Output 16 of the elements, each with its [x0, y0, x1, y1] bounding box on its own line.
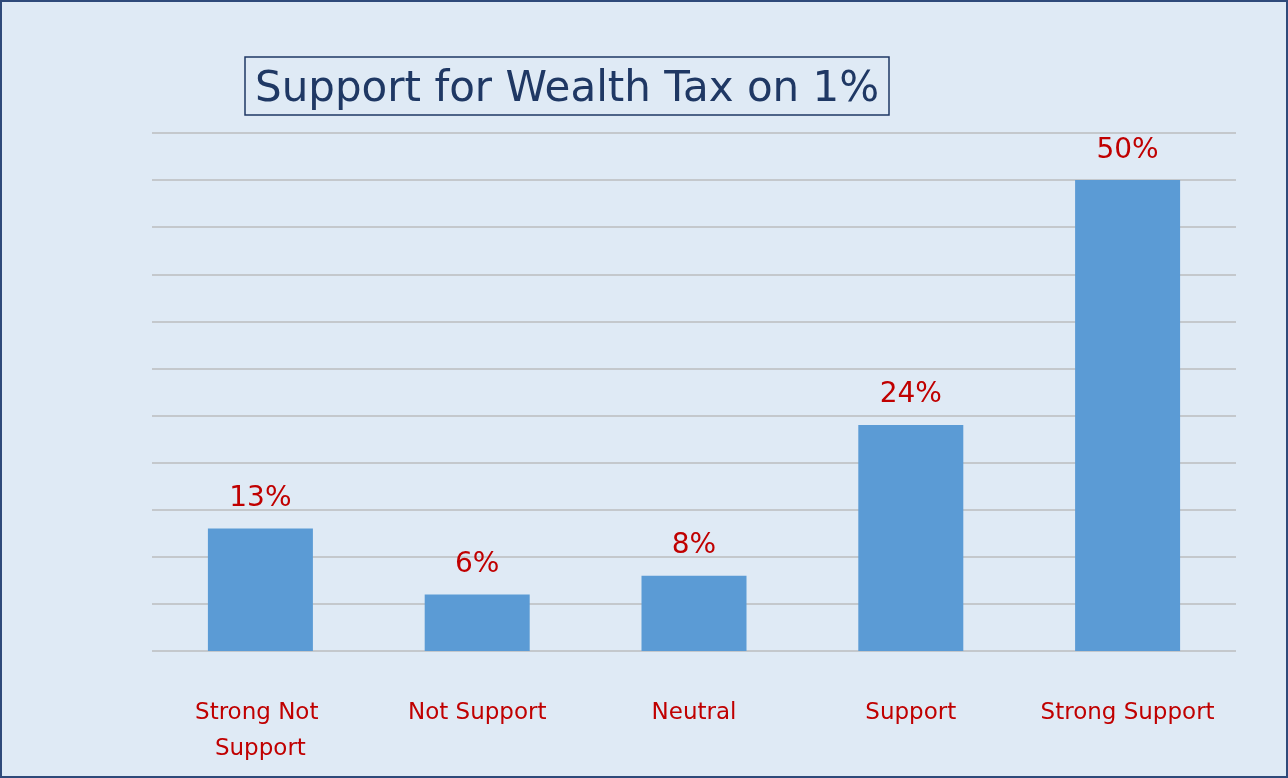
data-label: 8%	[671, 527, 717, 561]
data-label: 13%	[229, 480, 292, 514]
data-label: 50%	[1096, 131, 1159, 165]
bar	[641, 575, 747, 651]
chart-title: Support for Wealth Tax on 1%	[255, 61, 880, 111]
data-label: 6%	[454, 545, 500, 579]
bar	[858, 424, 964, 651]
bar	[1075, 180, 1181, 651]
bar	[207, 528, 313, 651]
x-tick-label: Neutral	[651, 698, 737, 724]
x-tick-label: Strong Support	[1040, 698, 1215, 724]
x-tick-label: Not Support	[407, 698, 547, 724]
x-tick-label: Support	[865, 698, 957, 724]
x-tick-label: Strong Not Support	[195, 698, 326, 760]
bar	[424, 594, 530, 651]
data-label: 24%	[879, 376, 942, 410]
